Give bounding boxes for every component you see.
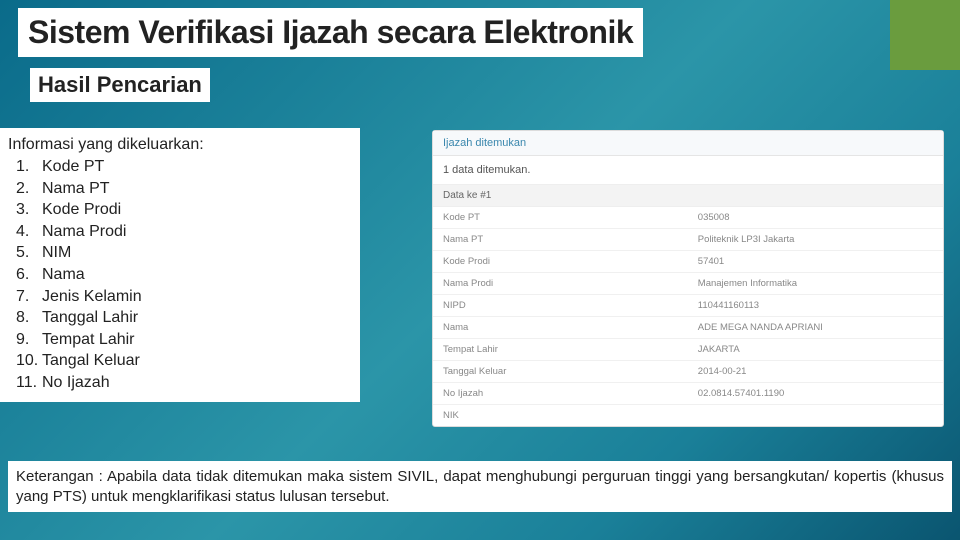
table-row: Kode Prodi57401 <box>433 251 943 273</box>
panel-data-header: Data ke #1 <box>433 185 943 207</box>
panel-header: Ijazah ditemukan <box>433 131 943 156</box>
table-row: Nama PTPoliteknik LP3I Jakarta <box>433 229 943 251</box>
footer-box: Keterangan : Apabila data tidak ditemuka… <box>8 461 952 512</box>
list-item: 5.NIM <box>16 242 348 264</box>
table-row: No Ijazah02.0814.57401.1190 <box>433 383 943 405</box>
info-list: 1.Kode PT 2.Nama PT 3.Kode Prodi 4.Nama … <box>8 156 348 394</box>
table-row: NIK <box>433 405 943 426</box>
list-item: 3.Kode Prodi <box>16 199 348 221</box>
footer-text: Keterangan : Apabila data tidak ditemuka… <box>16 467 944 506</box>
subtitle-box: Hasil Pencarian <box>30 68 210 102</box>
list-item: 2.Nama PT <box>16 178 348 200</box>
accent-corner <box>890 0 960 70</box>
info-label: Informasi yang dikeluarkan: <box>8 136 348 154</box>
list-item: 6.Nama <box>16 264 348 286</box>
list-item: 9.Tempat Lahir <box>16 329 348 351</box>
list-item: 1.Kode PT <box>16 156 348 178</box>
list-item: 11.No Ijazah <box>16 372 348 394</box>
table-row: Tempat LahirJAKARTA <box>433 339 943 361</box>
list-item: 10.Tangal Keluar <box>16 350 348 372</box>
panel-found-text: 1 data ditemukan. <box>433 156 943 185</box>
title-box: Sistem Verifikasi Ijazah secara Elektron… <box>18 8 643 57</box>
table-row: Kode PT035008 <box>433 207 943 229</box>
table-row: Nama ProdiManajemen Informatika <box>433 273 943 295</box>
page-title: Sistem Verifikasi Ijazah secara Elektron… <box>28 14 633 51</box>
list-item: 4.Nama Prodi <box>16 221 348 243</box>
table-row: NIPD110441160113 <box>433 295 943 317</box>
info-box: Informasi yang dikeluarkan: 1.Kode PT 2.… <box>0 128 360 402</box>
page-subtitle: Hasil Pencarian <box>38 72 202 98</box>
list-item: 7.Jenis Kelamin <box>16 286 348 308</box>
table-row: Tanggal Keluar2014-00-21 <box>433 361 943 383</box>
table-row: NamaADE MEGA NANDA APRIANI <box>433 317 943 339</box>
result-panel: Ijazah ditemukan 1 data ditemukan. Data … <box>432 130 944 427</box>
list-item: 8.Tanggal Lahir <box>16 307 348 329</box>
